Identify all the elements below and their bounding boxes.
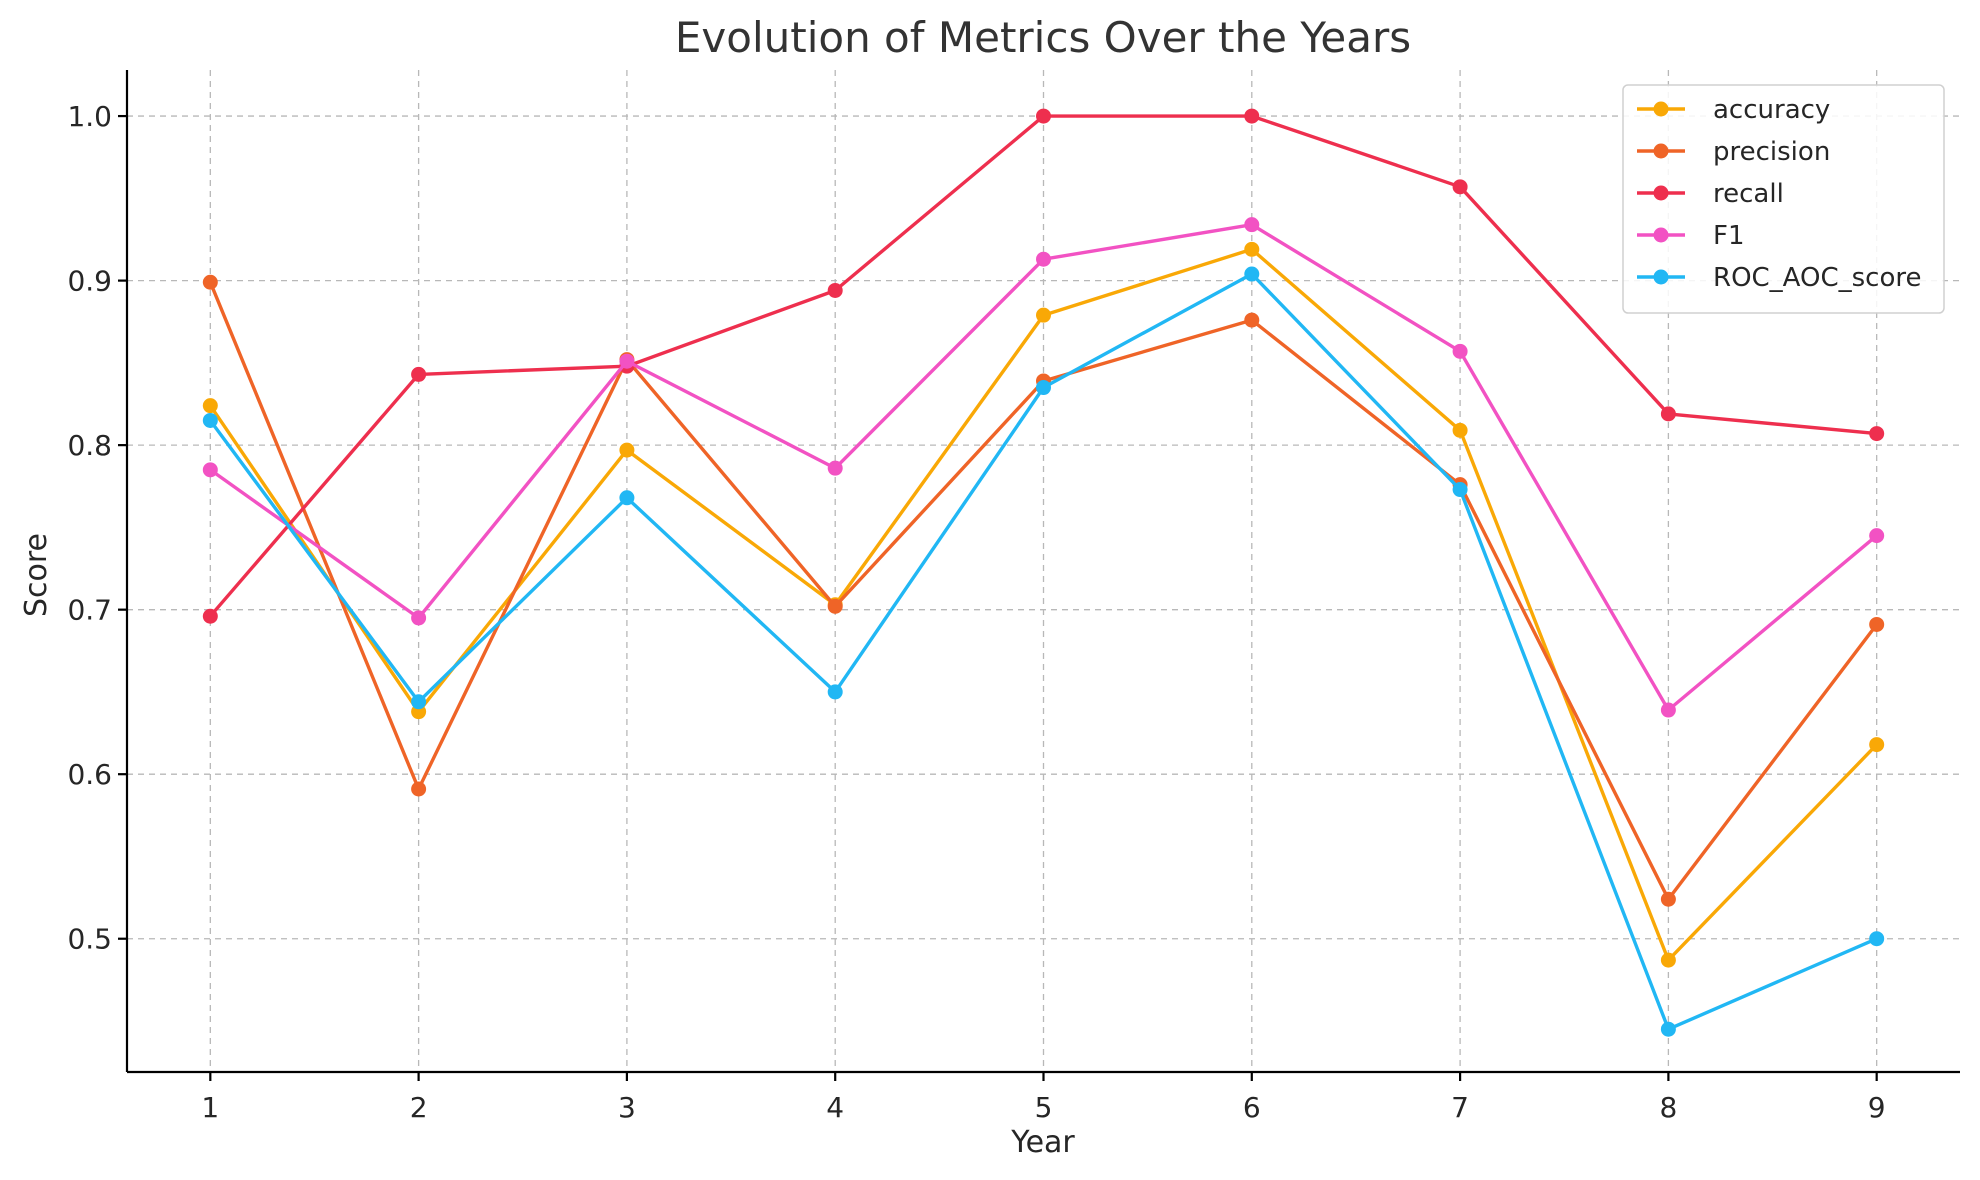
legend-item: F1 — [1637, 221, 1745, 251]
series-recall — [202, 108, 1885, 624]
legend-item: recall — [1637, 179, 1784, 209]
data-point — [1244, 312, 1260, 328]
data-point — [1660, 891, 1676, 907]
series-accuracy — [202, 241, 1885, 968]
data-point — [827, 684, 843, 700]
data-point — [1452, 482, 1468, 498]
x-tick-label: 2 — [410, 1091, 428, 1124]
data-point — [1036, 307, 1051, 323]
data-point — [1452, 422, 1468, 438]
data-point — [827, 460, 843, 476]
y-tick-label: 0.9 — [67, 265, 112, 298]
legend-marker — [1653, 227, 1669, 243]
data-point — [1452, 179, 1468, 195]
data-point — [1660, 702, 1676, 718]
legend-item: accuracy — [1637, 95, 1830, 125]
x-tick-label: 4 — [826, 1091, 844, 1124]
data-point — [1869, 528, 1885, 544]
legend: accuracy precision recall F1 ROC_AOC_score — [1622, 84, 1945, 314]
data-point — [619, 353, 635, 369]
data-point — [1452, 343, 1468, 359]
data-point — [411, 366, 427, 382]
data-point — [202, 412, 218, 428]
x-tick-label: 1 — [201, 1091, 219, 1124]
data-point — [1036, 380, 1051, 396]
data-point — [202, 398, 218, 414]
data-point — [1869, 426, 1885, 442]
data-point — [1036, 108, 1051, 124]
data-point — [411, 694, 427, 710]
y-tick-label: 0.8 — [67, 429, 112, 462]
y-tick-label: 0.6 — [67, 758, 112, 791]
x-tick-label: 7 — [1451, 1091, 1469, 1124]
x-tick-label: 9 — [1868, 1091, 1886, 1124]
data-point — [827, 598, 843, 614]
data-point — [411, 781, 427, 797]
data-point — [1036, 251, 1051, 267]
data-point — [1244, 266, 1260, 282]
data-point — [1660, 1021, 1676, 1037]
data-point — [411, 610, 427, 626]
data-point — [202, 608, 218, 624]
series-ROC_AOC_score — [202, 266, 1885, 1037]
y-axis-ticks: 0.5 0.6 0.7 0.8 0.9 1.0 — [67, 100, 127, 956]
legend-label: precision — [1713, 137, 1830, 167]
legend-item: precision — [1637, 137, 1830, 167]
data-point — [1869, 931, 1885, 947]
data-point — [827, 282, 843, 298]
legend-marker — [1653, 101, 1669, 117]
x-tick-label: 8 — [1659, 1091, 1677, 1124]
data-point — [1244, 217, 1260, 233]
x-axis-title: Year — [1010, 1125, 1075, 1160]
y-tick-label: 1.0 — [67, 100, 112, 133]
data-point — [619, 490, 635, 506]
series-F1 — [202, 217, 1885, 718]
legend-marker — [1653, 185, 1669, 201]
legend-frame — [1622, 84, 1945, 314]
y-tick-label: 0.5 — [67, 923, 112, 956]
legend-label: recall — [1713, 179, 1784, 209]
data-point — [1660, 406, 1676, 422]
data-point — [619, 442, 635, 458]
data-point — [202, 462, 218, 478]
data-point — [1244, 241, 1260, 257]
data-point — [1244, 108, 1260, 124]
data-point — [1660, 952, 1676, 968]
x-tick-label: 6 — [1243, 1091, 1261, 1124]
data-point — [1869, 737, 1885, 753]
x-axis-ticks: 1 2 3 4 5 6 7 8 9 — [201, 1072, 1886, 1124]
x-tick-label: 3 — [618, 1091, 636, 1124]
x-tick-label: 5 — [1035, 1091, 1053, 1124]
data-point — [202, 274, 218, 290]
legend-label: ROC_AOC_score — [1713, 263, 1922, 293]
legend-label: F1 — [1713, 221, 1745, 251]
data-point — [1869, 616, 1885, 632]
legend-item: ROC_AOC_score — [1637, 263, 1922, 293]
legend-marker — [1653, 269, 1669, 285]
series-layer — [202, 108, 1885, 1037]
legend-label: accuracy — [1713, 95, 1830, 125]
y-tick-label: 0.7 — [67, 594, 112, 627]
legend-marker — [1653, 143, 1669, 159]
y-axis-title: Score — [19, 533, 54, 617]
chart-title: Evolution of Metrics Over the Years — [675, 13, 1411, 62]
